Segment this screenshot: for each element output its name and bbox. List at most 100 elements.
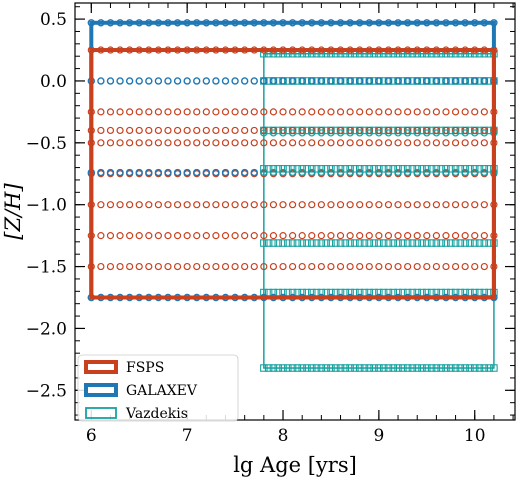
y-tick-label: −0.5 [26,134,67,154]
vazdekis-circle-point [423,129,431,137]
fsps-point [145,139,153,147]
vazdekis-point [399,165,407,173]
fsps-point [154,201,162,209]
fsps-point [193,139,201,147]
fsps-point [260,139,268,147]
fsps-point [183,262,191,271]
galaxev-point [432,77,441,85]
fsps-point [289,262,297,271]
fsps-point [231,108,239,116]
vazdekis-circle-point [432,168,440,177]
fsps-point [423,139,431,147]
vazdekis-point [303,288,311,297]
vazdekis-point [437,364,445,372]
fsps-point [212,139,220,147]
galaxev-point [231,77,239,85]
vazdekis-point [408,288,417,297]
fsps-point [241,262,249,271]
vazdekis-point [260,364,268,372]
vazdekis-point [379,239,388,247]
fsps-point [346,126,354,135]
vazdekis-circle-point [279,129,287,137]
vazdekis-point [437,77,445,85]
vazdekis-point [447,165,455,173]
fsps-point [394,126,402,135]
vazdekis-circle-point [269,168,278,177]
vazdekis-point [308,239,316,247]
fsps-point [173,108,182,116]
ticks-layer: 6 7 8 9 10 0.5 0.0 −0.5 −1.0 −1.5 −2.0 −2.5 [26,3,515,446]
fsps-point [116,232,124,240]
fsps-point [221,232,230,240]
fsps-point [471,126,479,135]
vazdekis-circle-point [394,129,402,137]
vazdekis-point [298,239,306,247]
fsps-point [375,108,383,116]
y-tick-label: −1.0 [26,196,67,216]
fsps-point [432,139,440,147]
fsps-point [289,126,297,135]
fsps-point [336,232,345,240]
vazdekis-point [456,77,465,85]
fsps-point [461,262,469,271]
vazdekis-circle-point [404,168,412,177]
vazdekis-point [360,77,369,85]
vazdekis-point [451,364,460,372]
y-axis-label: [Z/H] [1,183,25,240]
fsps-point [356,262,364,271]
vazdekis-point [312,288,321,297]
vazdekis-point [260,239,268,247]
galaxev-point [346,77,354,85]
vazdekis-circle-point [471,168,479,177]
vazdekis-point [274,364,282,372]
vazdekis-point [327,165,335,173]
x-tick-label: 9 [373,426,384,446]
vazdekis-circle-point [375,168,383,177]
vazdekis-point [427,165,436,173]
fsps-point [289,201,297,209]
fsps-point [394,139,402,147]
fsps-point [193,201,201,209]
vazdekis-circle-point [298,168,306,177]
galaxev-point [154,168,163,177]
fsps-point [145,262,153,271]
vazdekis-point [466,77,474,85]
fsps-point [384,108,393,116]
fsps-point [308,232,316,240]
vazdekis-point [375,364,383,372]
fsps-point [317,126,325,135]
vazdekis-circle-point [308,168,316,177]
fsps-point [212,262,220,271]
galaxev-point [183,168,191,177]
vazdekis-point [331,239,340,247]
galaxev-point [221,168,230,177]
fsps-point [480,201,488,209]
vazdekis-circle-point [480,168,488,177]
galaxev-point [154,77,163,85]
vazdekis-point [480,165,489,173]
fsps-point [336,139,345,147]
fsps-point [183,201,191,209]
vazdekis-point [264,165,273,173]
fsps-point [135,232,143,240]
fsps-point [250,126,258,135]
vazdekis-point [375,239,383,247]
vazdekis-circle-point [413,168,421,177]
vazdekis-point [341,288,350,297]
vazdekis-point [427,77,436,85]
galaxev-point [260,77,268,85]
vazdekis-point [389,239,398,247]
fsps-point [212,201,220,209]
vazdekis-point [341,77,350,85]
fsps-point [346,108,354,116]
legend-swatch-fsps [84,360,118,374]
galaxev-point [471,77,479,85]
galaxev-point [106,77,115,85]
galaxev-point [135,168,143,177]
fsps-point [356,139,364,147]
fsps-point [202,139,210,147]
vazdekis-point [384,165,393,173]
vazdekis-point [365,364,374,372]
fsps-point [202,262,210,271]
vazdekis-point [370,239,378,247]
